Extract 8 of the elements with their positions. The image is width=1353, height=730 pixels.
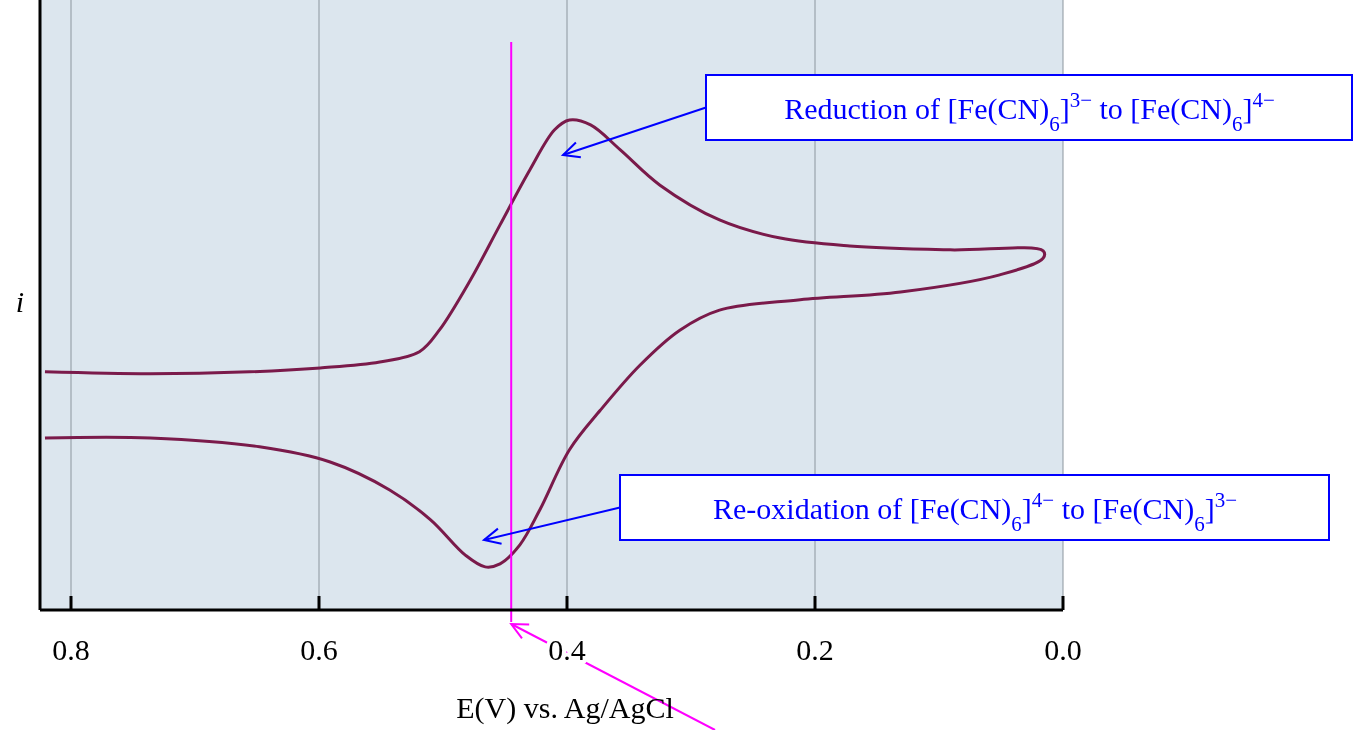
x-tick-label: 0.0 (1044, 633, 1082, 666)
y-axis-title: i (15, 285, 25, 318)
annotation: Reduction of [Fe(CN)$_{6}$]$^{3−}$ to [Fe(CN)$_{6}$]$^{4−}$ (784, 87, 1275, 136)
x-axis-title: E(V) vs. Ag/AgCl (456, 691, 674, 725)
x-tick-label: 0.6 (300, 633, 338, 666)
annotation: Re-oxidation of [Fe(CN)$_{6}$]$^{4−}$ to [Fe(CN)$_{6}$]$^{3−}$ (713, 487, 1237, 536)
x-tick-label: 0.8 (52, 633, 90, 666)
x-tick-label: 0.2 (796, 633, 834, 666)
